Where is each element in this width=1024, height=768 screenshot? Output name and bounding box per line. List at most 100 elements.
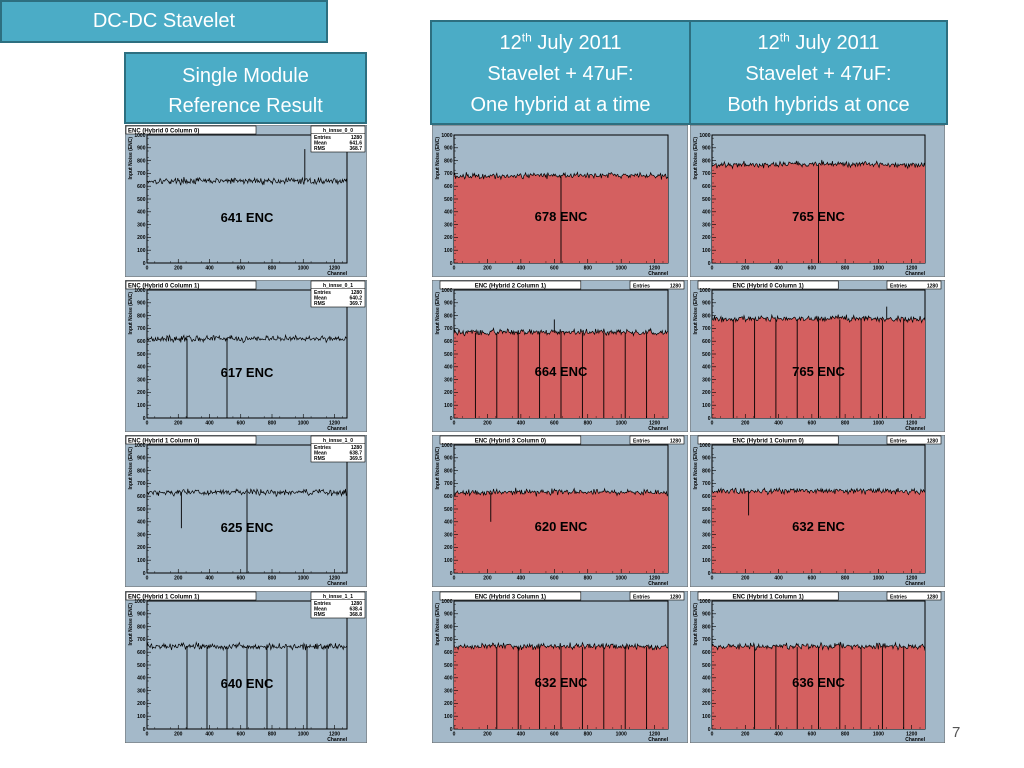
y-tick-label: 900 (702, 456, 711, 462)
y-tick-label: 400 (137, 210, 146, 216)
x-axis-label: Channel (905, 271, 925, 277)
enc-annotation: 632 ENC (535, 675, 588, 690)
column-header-line: Reference Result (168, 95, 323, 117)
entries-label: Entries (890, 594, 907, 600)
stats-value: 368.8 (349, 612, 362, 618)
x-tick-label: 0 (711, 576, 714, 582)
y-tick-label: 600 (702, 339, 711, 345)
y-tick-label: 200 (702, 390, 711, 396)
enc-annotation: 765 ENC (792, 364, 845, 379)
y-tick-label: 1000 (441, 443, 452, 449)
entries-value: 1280 (927, 594, 938, 600)
plot-title: ENC (Hybrid 0 Column 1) (732, 284, 803, 290)
x-tick-label: 0 (146, 421, 149, 427)
y-tick-label: 300 (444, 377, 453, 383)
y-tick-label: 0 (708, 261, 711, 267)
y-tick-label: 300 (137, 377, 146, 383)
column-header-line: Stavelet + 47uF: (487, 63, 634, 85)
x-tick-label: 800 (841, 732, 850, 738)
x-tick-label: 0 (453, 266, 456, 272)
y-tick-label: 800 (702, 624, 711, 630)
x-tick-label: 600 (808, 732, 817, 738)
entries-box (886, 591, 942, 601)
y-axis-label: Input Noise (ENC) (435, 292, 441, 335)
histogram-fill (712, 487, 925, 573)
entries-label: Entries (633, 283, 650, 289)
y-tick-label: 300 (137, 688, 146, 694)
x-tick-label: 600 (808, 421, 817, 427)
plot-panel: ENC (Hybrid 1 Column 1) Entries 1280 0 100 20… (690, 591, 945, 743)
x-tick-label: 400 (774, 421, 783, 427)
plot-panel: ENC (Hybrid 3 Column 1) Entries 1280 0 100 20… (432, 591, 688, 743)
plot-title: ENC (Hybrid 1 Column 0) (732, 439, 803, 445)
stats-label: RMS (314, 301, 326, 307)
stats-value: 640.2 (349, 296, 362, 302)
y-tick-label: 600 (444, 339, 453, 345)
column-header-line: One hybrid at a time (470, 94, 651, 116)
y-tick-label: 200 (444, 545, 453, 551)
y-axis-label: Input Noise (ENC) (693, 447, 699, 490)
y-tick-label: 200 (444, 235, 453, 241)
y-tick-label: 600 (702, 650, 711, 656)
x-tick-label: 800 (268, 732, 277, 738)
y-tick-label: 900 (137, 301, 146, 307)
x-tick-label: 200 (483, 732, 492, 738)
y-tick-label: 1000 (134, 443, 145, 449)
x-axis-label: Channel (327, 271, 347, 277)
x-tick-label: 1000 (616, 576, 627, 582)
plot-title: ENC (Hybrid 1 Column 1) (128, 595, 199, 601)
y-tick-label: 200 (702, 545, 711, 551)
x-tick-label: 800 (584, 266, 593, 272)
enc-annotation: 664 ENC (535, 364, 588, 379)
y-tick-label: 500 (137, 663, 146, 669)
column-header-line: Both hybrids at once (727, 94, 910, 116)
stats-label: RMS (314, 612, 326, 618)
x-tick-label: 200 (174, 266, 183, 272)
y-tick-label: 300 (137, 222, 146, 228)
plot-title-box (125, 591, 257, 601)
y-tick-label: 600 (702, 494, 711, 500)
y-tick-label: 900 (444, 146, 453, 152)
plot-title: ENC (Hybrid 2 Column 1) (475, 284, 546, 290)
stats-value: 638.4 (349, 607, 362, 613)
plot-panel: 0 100 200 300 400 500 600 700 800 900 1000 0 200 400 6… (690, 125, 945, 277)
y-tick-label: 100 (702, 558, 711, 564)
y-tick-label: 900 (137, 612, 146, 618)
x-tick-label: 1200 (649, 421, 660, 427)
y-tick-label: 100 (702, 403, 711, 409)
column-header-reference: Single Module Reference Result (124, 52, 367, 124)
entries-label: Entries (633, 594, 650, 600)
x-tick-label: 800 (268, 576, 277, 582)
x-tick-label: 1200 (329, 576, 340, 582)
y-tick-label: 500 (444, 663, 453, 669)
y-tick-label: 1000 (134, 288, 145, 294)
y-tick-label: 800 (137, 624, 146, 630)
stats-label: RMS (314, 146, 326, 152)
y-axis-label: Input Noise (ENC) (693, 292, 699, 335)
stats-label: RMS (314, 456, 326, 462)
y-tick-label: 100 (444, 248, 453, 254)
enc-annotation: 632 ENC (792, 519, 845, 534)
y-axis-label: Input Noise (ENC) (128, 447, 134, 490)
stats-label: Entries (314, 445, 331, 451)
entries-value: 1280 (927, 438, 938, 444)
stats-label: Mean (314, 296, 327, 302)
x-tick-label: 1000 (298, 732, 309, 738)
stats-label: Entries (314, 135, 331, 141)
y-tick-label: 500 (444, 197, 453, 203)
y-tick-label: 300 (137, 532, 146, 538)
y-tick-label: 700 (137, 637, 146, 643)
x-tick-label: 1200 (649, 576, 660, 582)
x-tick-label: 1000 (873, 421, 884, 427)
x-tick-label: 1000 (298, 266, 309, 272)
entries-value: 1280 (670, 594, 681, 600)
y-tick-label: 200 (444, 701, 453, 707)
y-axis-label: Input Noise (ENC) (128, 137, 134, 180)
y-tick-label: 0 (708, 571, 711, 577)
y-tick-label: 500 (702, 352, 711, 358)
histogram-fill (454, 487, 668, 573)
x-tick-label: 1200 (906, 266, 917, 272)
y-tick-label: 900 (444, 456, 453, 462)
x-tick-label: 0 (453, 732, 456, 738)
y-tick-label: 1000 (441, 288, 452, 294)
